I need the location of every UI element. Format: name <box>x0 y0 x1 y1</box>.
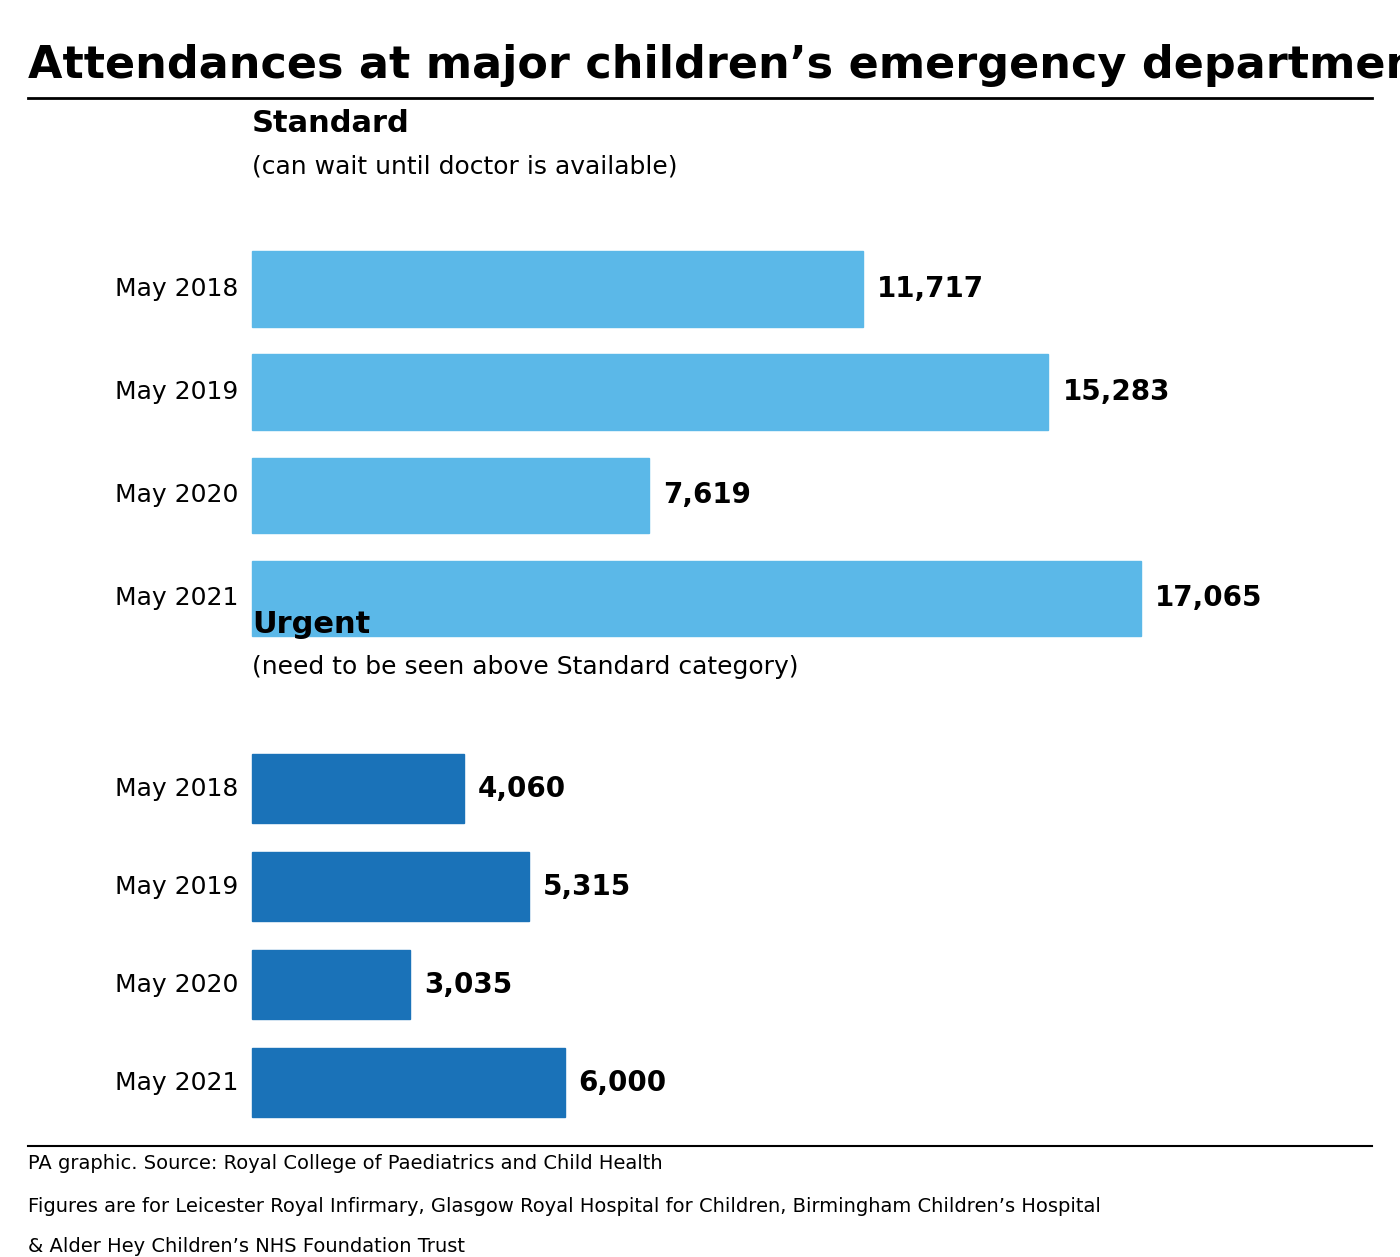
Bar <box>252 1048 564 1117</box>
Text: May 2020: May 2020 <box>115 483 238 508</box>
Text: May 2018: May 2018 <box>115 277 238 302</box>
Bar <box>252 950 410 1019</box>
Text: 4,060: 4,060 <box>477 774 566 803</box>
Bar <box>252 561 1141 636</box>
Text: Standard: Standard <box>252 109 410 138</box>
Text: 15,283: 15,283 <box>1063 378 1170 406</box>
Text: May 2020: May 2020 <box>115 973 238 997</box>
Text: Attendances at major children’s emergency departments: Attendances at major children’s emergenc… <box>28 44 1400 87</box>
Text: 7,619: 7,619 <box>664 481 750 509</box>
Text: (need to be seen above Standard category): (need to be seen above Standard category… <box>252 655 798 679</box>
Text: & Alder Hey Children’s NHS Foundation Trust: & Alder Hey Children’s NHS Foundation Tr… <box>28 1237 465 1256</box>
Bar <box>252 852 529 921</box>
Bar <box>252 251 862 327</box>
Text: 3,035: 3,035 <box>424 970 512 999</box>
Text: 5,315: 5,315 <box>543 872 631 901</box>
Text: 6,000: 6,000 <box>578 1068 666 1097</box>
Text: May 2019: May 2019 <box>115 875 238 899</box>
Text: PA graphic. Source: Royal College of Paediatrics and Child Health: PA graphic. Source: Royal College of Pae… <box>28 1154 662 1173</box>
Text: Urgent: Urgent <box>252 610 370 639</box>
Bar <box>252 354 1049 430</box>
Bar <box>252 458 650 533</box>
Text: 17,065: 17,065 <box>1155 585 1263 612</box>
Text: 11,717: 11,717 <box>876 275 984 303</box>
Text: May 2021: May 2021 <box>115 586 238 611</box>
Text: (can wait until doctor is available): (can wait until doctor is available) <box>252 155 678 178</box>
Text: May 2019: May 2019 <box>115 380 238 405</box>
Text: May 2018: May 2018 <box>115 777 238 801</box>
Text: May 2021: May 2021 <box>115 1071 238 1095</box>
Text: Figures are for Leicester Royal Infirmary, Glasgow Royal Hospital for Children, : Figures are for Leicester Royal Infirmar… <box>28 1197 1100 1216</box>
Bar <box>252 754 463 823</box>
